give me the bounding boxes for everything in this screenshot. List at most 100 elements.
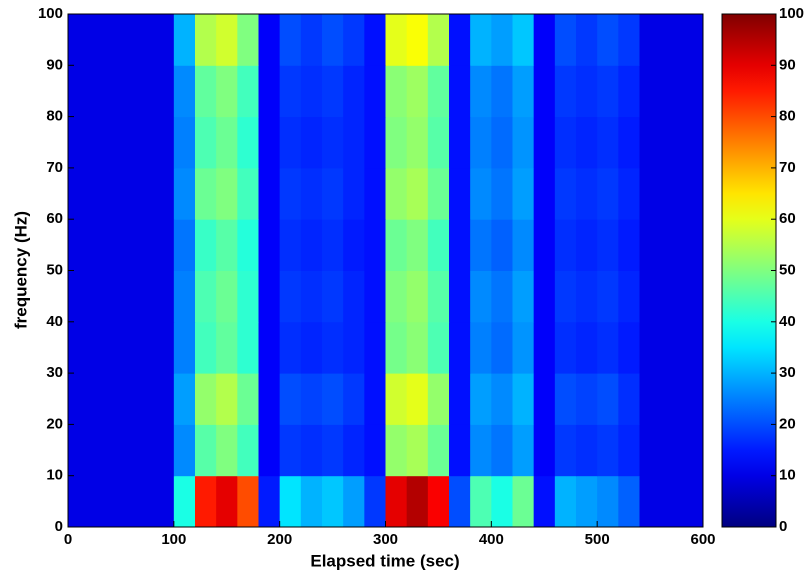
heat-cell xyxy=(279,373,302,425)
heat-cell xyxy=(173,321,196,374)
heat-cell xyxy=(300,321,323,374)
heat-cell xyxy=(681,475,704,528)
heat-cell xyxy=(618,475,640,528)
heat-cell xyxy=(406,219,429,271)
heat-cell xyxy=(237,14,259,66)
heat-cell xyxy=(110,167,132,220)
heat-cell xyxy=(216,14,238,66)
heat-cell xyxy=(385,65,408,118)
heat-cell xyxy=(470,219,492,271)
heat-cell xyxy=(89,219,111,271)
heat-cell xyxy=(449,475,471,528)
heat-cell xyxy=(406,270,429,323)
heat-cell xyxy=(364,270,386,323)
heat-cell xyxy=(660,321,683,374)
heat-cell xyxy=(554,475,577,528)
heat-cell xyxy=(618,321,640,374)
colorbar-tick-label: 50 xyxy=(779,261,796,278)
heat-cell xyxy=(216,373,238,425)
heat-cell xyxy=(491,475,513,528)
heat-cell xyxy=(343,475,365,528)
heat-cell xyxy=(343,270,365,323)
heat-cell xyxy=(131,475,154,528)
heat-cell xyxy=(385,321,408,374)
heat-cell xyxy=(173,116,196,169)
heat-cell xyxy=(258,270,281,323)
heat-cell xyxy=(512,373,535,425)
heat-cell xyxy=(258,219,281,271)
heat-cell xyxy=(639,321,662,374)
heat-cell xyxy=(279,270,302,323)
heat-cell xyxy=(533,321,556,374)
heat-cell xyxy=(512,321,535,374)
heat-cell xyxy=(216,475,238,528)
heat-cell xyxy=(406,116,429,169)
heat-cell xyxy=(406,167,429,220)
heat-cell xyxy=(427,321,450,374)
heat-cell xyxy=(152,14,175,66)
heat-cell xyxy=(173,219,196,271)
heat-cell xyxy=(300,116,323,169)
heat-cell xyxy=(364,65,386,118)
heat-cell xyxy=(300,424,323,477)
heat-cell xyxy=(470,65,492,118)
heat-cell xyxy=(385,270,408,323)
heat-cell xyxy=(322,65,344,118)
heat-cell xyxy=(554,373,577,425)
heat-cell xyxy=(512,219,535,271)
y-tick-label: 50 xyxy=(46,261,63,278)
heat-cell xyxy=(406,373,429,425)
heat-cell xyxy=(173,167,196,220)
heat-cell xyxy=(491,65,513,118)
heat-cell xyxy=(152,65,175,118)
y-tick-label: 10 xyxy=(46,467,63,484)
heat-cell xyxy=(512,270,535,323)
heat-cell xyxy=(406,321,429,374)
heat-cell xyxy=(618,270,640,323)
heat-cell xyxy=(343,14,365,66)
heat-cell xyxy=(660,14,683,66)
heat-cell xyxy=(639,475,662,528)
heat-cell xyxy=(449,219,471,271)
heat-cell xyxy=(449,167,471,220)
heat-cell xyxy=(406,424,429,477)
heat-cell xyxy=(195,14,217,66)
heat-cell xyxy=(385,475,408,528)
heat-cell xyxy=(131,373,154,425)
heat-cell xyxy=(554,424,577,477)
heat-cell xyxy=(89,475,111,528)
heat-cell xyxy=(618,424,640,477)
heat-cell xyxy=(68,219,90,271)
heat-cell xyxy=(618,65,640,118)
heat-cell xyxy=(449,270,471,323)
heat-cell xyxy=(195,116,217,169)
heat-cell xyxy=(195,475,217,528)
heat-cell xyxy=(68,167,90,220)
heat-cell xyxy=(258,116,281,169)
heat-cell xyxy=(110,219,132,271)
heat-cell xyxy=(68,270,90,323)
heat-cell xyxy=(237,219,259,271)
heat-cell xyxy=(554,65,577,118)
colorbar-tick-label: 80 xyxy=(779,108,796,125)
x-tick-label: 500 xyxy=(585,531,610,548)
heat-cell xyxy=(470,270,492,323)
heat-cell xyxy=(195,65,217,118)
heat-cell xyxy=(110,14,132,66)
y-tick-label: 80 xyxy=(46,108,63,125)
heat-cell xyxy=(554,116,577,169)
heat-cell xyxy=(597,270,619,323)
heat-cell xyxy=(470,321,492,374)
heat-cell xyxy=(597,373,619,425)
colorbar-tick-label: 100 xyxy=(779,5,804,22)
heat-cell xyxy=(322,424,344,477)
heat-cell xyxy=(470,167,492,220)
heat-cell xyxy=(68,373,90,425)
heat-cell xyxy=(131,424,154,477)
heat-cell xyxy=(68,65,90,118)
heat-cell xyxy=(576,14,598,66)
heat-cell xyxy=(152,167,175,220)
x-axis-label: Elapsed time (sec) xyxy=(310,551,459,570)
heat-cell xyxy=(110,270,132,323)
x-tick-label: 100 xyxy=(161,531,186,548)
